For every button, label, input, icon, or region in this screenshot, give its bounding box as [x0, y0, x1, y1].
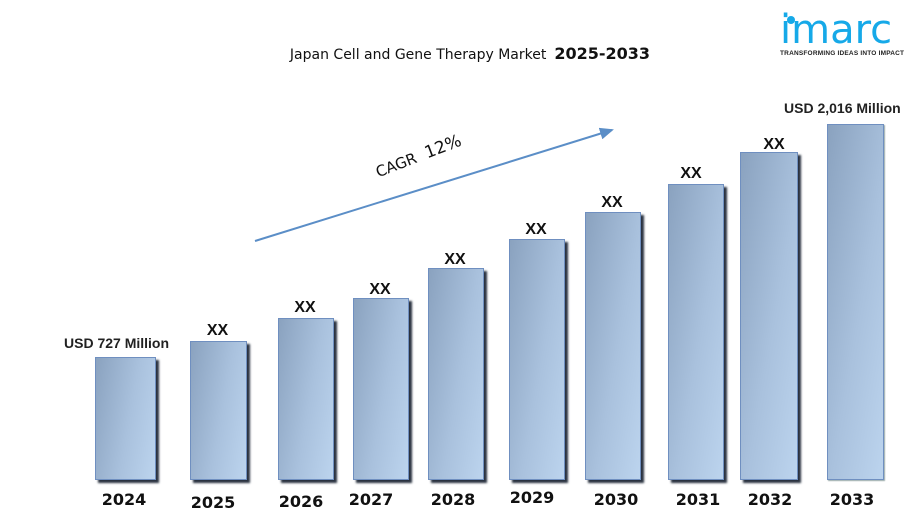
x-label-2028: 2028: [430, 490, 476, 509]
value-label-2032: XX: [763, 136, 785, 153]
value-label-2027: XX: [369, 281, 391, 298]
logo-tagline: TRANSFORMING IDEAS INTO IMPACT: [780, 50, 905, 57]
bar-2031: [668, 184, 724, 480]
x-label-2027: 2027: [348, 490, 394, 509]
chart-title-period: 2025-2033: [554, 44, 651, 63]
logo-wordmark: imarc: [780, 8, 920, 52]
bar-2025: [190, 341, 247, 480]
bar-2026: [278, 318, 334, 480]
bar-2032: [740, 152, 798, 480]
chart-title: Japan Cell and Gene Therapy Market 2025-2…: [0, 44, 920, 63]
logo-dot-icon: [787, 16, 795, 24]
bar-2024: [95, 357, 156, 480]
value-label-2030: XX: [601, 194, 623, 211]
bar-2033: [827, 124, 884, 480]
x-label-2029: 2029: [509, 488, 555, 507]
bar-2027: [353, 298, 409, 480]
value-label-2025: XX: [206, 322, 229, 339]
value-label-2024: USD 727 Million: [64, 335, 170, 351]
value-label-2031: XX: [680, 165, 702, 182]
x-label-2024: 2024: [101, 490, 147, 509]
x-label-2031: 2031: [675, 490, 721, 509]
x-label-2025: 2025: [190, 493, 236, 512]
bar-2029: [509, 239, 565, 480]
logo-text: imarc: [780, 7, 893, 53]
value-label-2029: XX: [525, 221, 547, 238]
bar-2030: [585, 212, 641, 480]
value-label-2033: USD 2,016 Million: [784, 100, 901, 116]
value-label-2028: XX: [444, 251, 466, 268]
x-label-2030: 2030: [593, 490, 639, 509]
bar-2028: [428, 268, 484, 480]
x-label-2032: 2032: [747, 490, 793, 509]
x-label-2033: 2033: [829, 490, 875, 509]
value-label-2026: XX: [294, 299, 316, 316]
imarc-logo: imarc TRANSFORMING IDEAS INTO IMPACT: [780, 8, 920, 57]
x-label-2026: 2026: [278, 492, 324, 511]
chart-title-text: Japan Cell and Gene Therapy Market: [289, 47, 547, 63]
